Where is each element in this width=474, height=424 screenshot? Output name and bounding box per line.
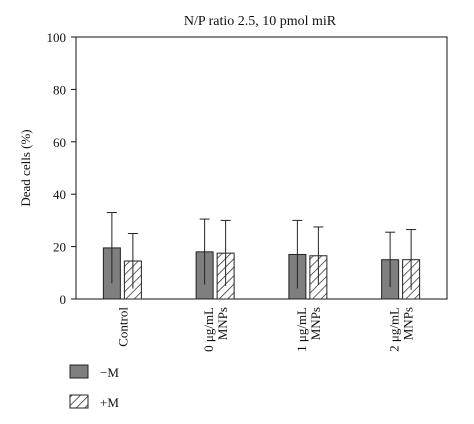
legend-swatch [69,394,89,409]
chart-title: N/P ratio 2.5, 10 pmol miR [184,14,337,29]
x-tick-label: MNPs [215,307,230,340]
y-axis: 0 20 40 60 80 100 [47,30,76,307]
bars-group [102,212,421,300]
x-tick-label: MNPs [401,307,416,340]
legend-label: −M [100,365,119,380]
x-tick-label: MNPs [308,307,323,340]
legend: −M +M [69,364,119,410]
x-tick-label: 2 μg/mL [387,307,402,352]
y-tick-label: 100 [47,30,67,45]
y-tick-label: 40 [53,187,66,202]
y-tick-label: 80 [53,82,66,97]
y-tick-label: 0 [60,292,67,307]
x-tick-label: 1 μg/mL [294,307,309,352]
plot-frame [75,36,448,300]
y-tick-label: 20 [53,240,66,255]
x-tick-label: Control [115,307,130,347]
legend-swatch [69,364,89,379]
legend-label: +M [100,395,119,410]
y-tick-label: 60 [53,135,66,150]
x-tick-label: 0 μg/mL [201,307,216,352]
y-axis-label: Dead cells (%) [18,129,33,206]
x-axis: Control 0 μg/mL MNPs 1 μg/mL MNPs 2 μg/mL MNPs [115,307,415,352]
